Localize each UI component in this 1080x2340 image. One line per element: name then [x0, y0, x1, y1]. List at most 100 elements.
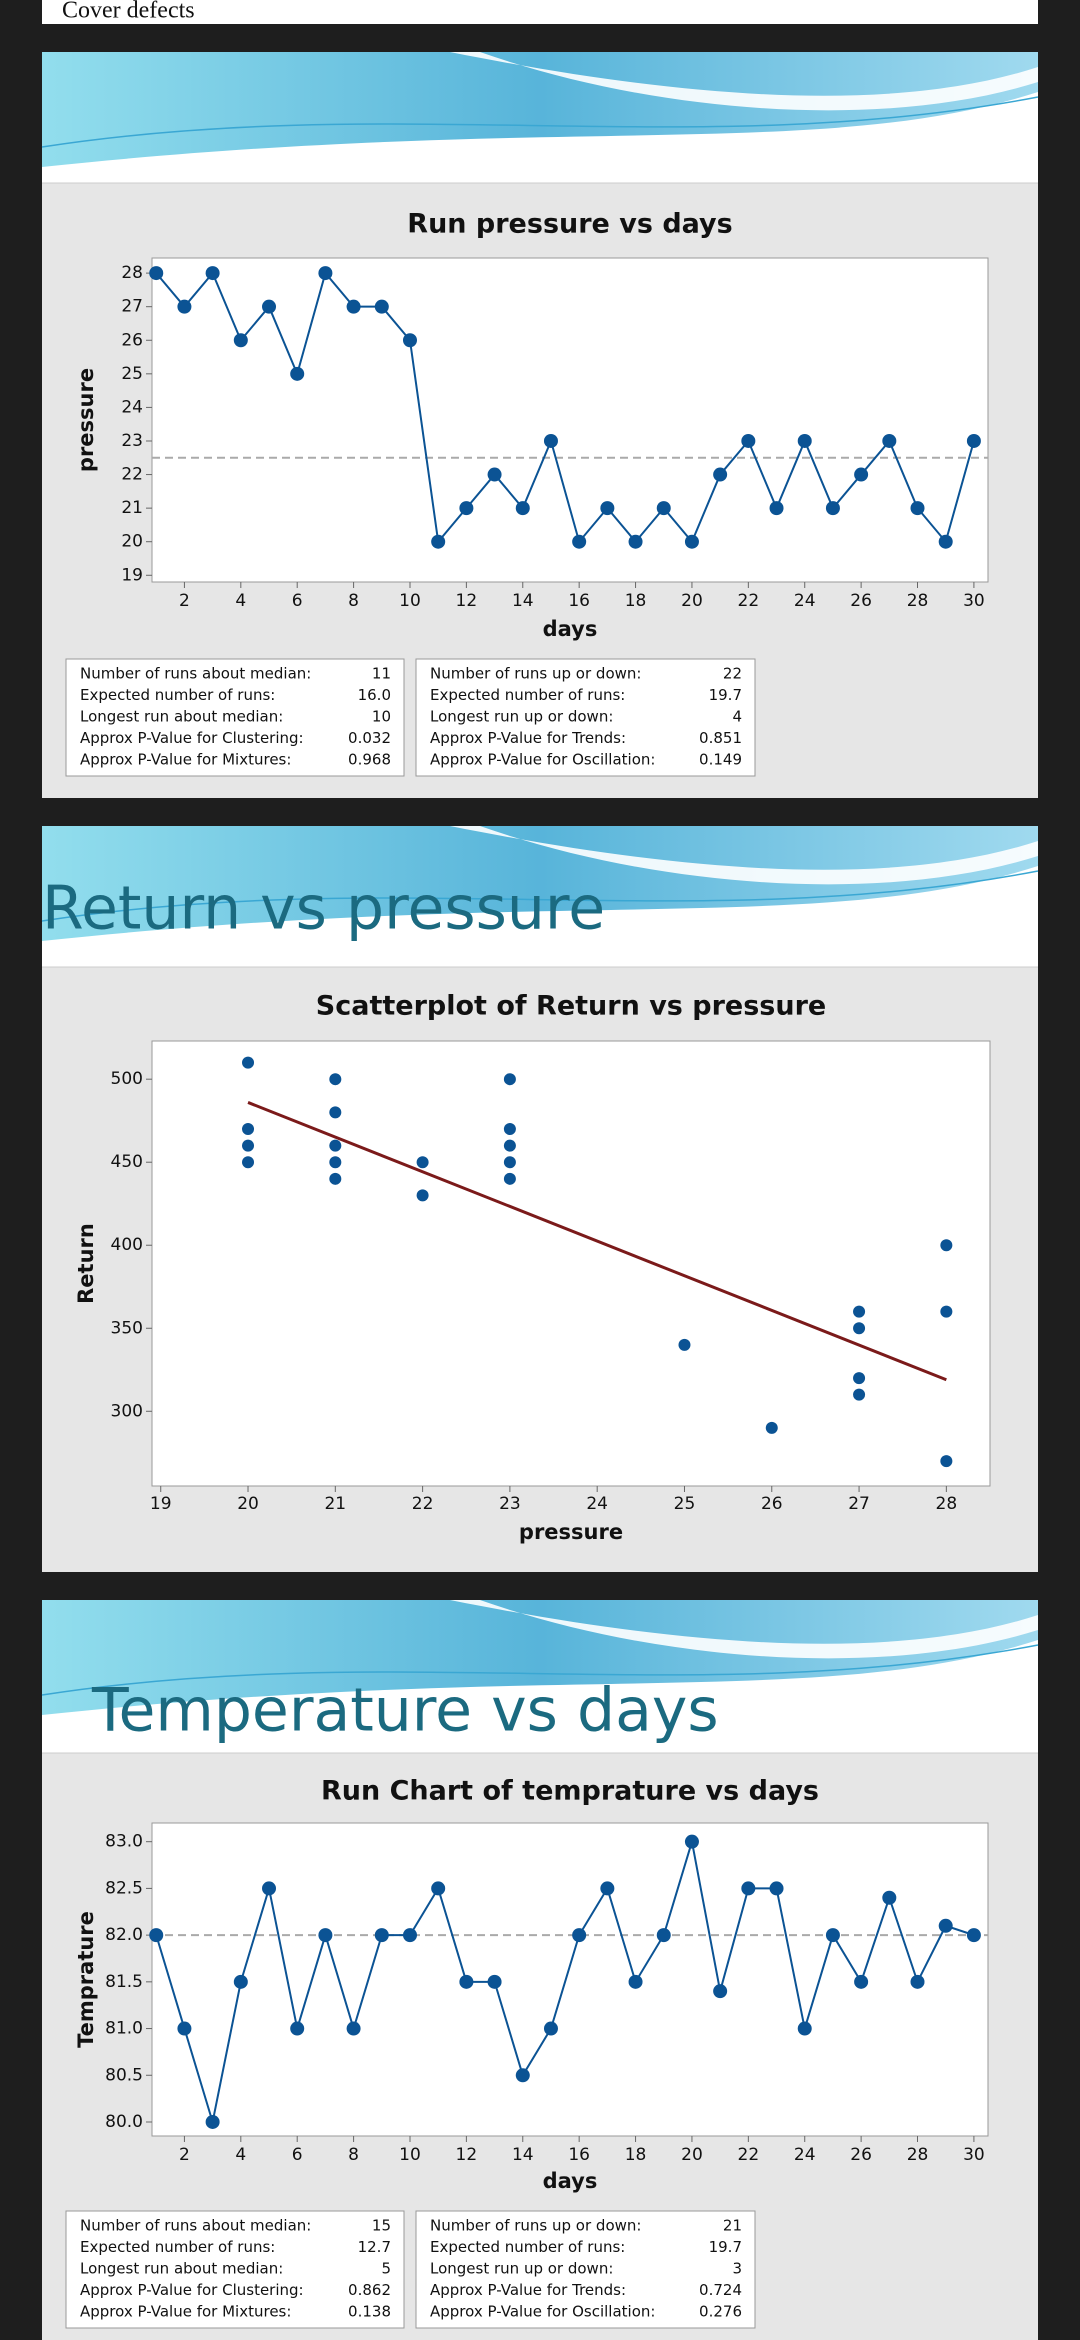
stat-value: 4: [732, 708, 742, 726]
x-tick-label: 28: [936, 1494, 958, 1514]
point: [374, 1928, 389, 1943]
y-tick-label: 82.5: [105, 1878, 143, 1898]
point: [713, 467, 728, 482]
x-tick-label: 22: [738, 591, 760, 611]
stat-label: Number of runs about median:: [80, 2217, 311, 2235]
point: [242, 1056, 255, 1069]
x-tick-label: 4: [235, 2145, 246, 2165]
point: [515, 501, 530, 516]
x-tick-label: 18: [625, 591, 647, 611]
x-tick-label: 24: [794, 591, 816, 611]
point: [938, 1918, 953, 1933]
point: [503, 1172, 516, 1185]
x-tick-label: 22: [412, 1494, 434, 1514]
point: [656, 1928, 671, 1943]
x-tick-label: 20: [237, 1494, 259, 1514]
point: [416, 1189, 429, 1202]
point: [825, 501, 840, 516]
x-tick-label: 19: [150, 1494, 172, 1514]
x-tick-label: 28: [907, 591, 929, 611]
x-tick-label: 14: [512, 2145, 534, 2165]
x-tick-label: 30: [963, 2145, 985, 2165]
point: [459, 501, 474, 516]
point: [374, 299, 389, 314]
point: [656, 501, 671, 516]
y-tick-label: 400: [111, 1235, 143, 1255]
x-tick-label: 6: [292, 591, 303, 611]
point: [329, 1073, 342, 1086]
banner-line: [41, 1644, 1039, 1696]
point: [503, 1156, 516, 1169]
stat-label: Approx P-Value for Mixtures:: [80, 751, 291, 769]
stats-box: [65, 658, 405, 777]
stat-value: 0.724: [699, 2281, 742, 2299]
y-tick-label: 81.5: [105, 1972, 143, 1992]
point: [329, 1172, 342, 1185]
y-tick-label: 500: [111, 1069, 143, 1089]
x-tick-label: 10: [399, 2145, 421, 2165]
point: [853, 1305, 866, 1318]
banner-swoosh: [42, 826, 1038, 941]
point: [402, 1928, 417, 1943]
point: [329, 1139, 342, 1152]
point: [741, 1881, 756, 1896]
y-tick-label: 28: [121, 263, 143, 283]
y-tick-label: 350: [111, 1318, 143, 1338]
stat-value: 0.149: [699, 751, 742, 769]
x-tick-label: 27: [848, 1494, 870, 1514]
point: [769, 501, 784, 516]
point: [242, 1139, 255, 1152]
point: [318, 266, 333, 281]
chart-title: Run Chart of temprature vs days: [321, 1776, 819, 1807]
x-tick-label: 20: [681, 591, 703, 611]
point: [628, 534, 643, 549]
point: [242, 1123, 255, 1136]
run-line: [155, 1841, 975, 2123]
banner-stripe: [450, 52, 1038, 111]
x-tick-label: 2: [179, 2145, 190, 2165]
x-axis-label: days: [543, 617, 598, 641]
y-tick-label: 80.5: [105, 2065, 143, 2085]
plot-area: [151, 257, 989, 583]
y-tick-label: 23: [121, 431, 143, 451]
stat-label: Approx P-Value for Trends:: [430, 2281, 626, 2299]
x-axis-label: days: [543, 2169, 598, 2193]
run-line: [155, 271, 975, 545]
point: [600, 1881, 615, 1896]
x-tick-label: 26: [850, 2145, 872, 2165]
stat-value: 16.0: [358, 686, 391, 704]
y-tick-label: 80.0: [105, 2112, 143, 2132]
point: [487, 467, 502, 482]
x-tick-label: 25: [674, 1494, 696, 1514]
stat-value: 0.862: [348, 2281, 391, 2299]
stat-label: Expected number of runs:: [430, 2238, 625, 2256]
stat-value: 11: [372, 665, 391, 683]
banner-line: [41, 870, 1039, 922]
x-tick-label: 16: [568, 2145, 590, 2165]
stat-label: Approx P-Value for Oscillation:: [430, 751, 655, 769]
stat-value: 10: [372, 708, 391, 726]
point: [797, 433, 812, 448]
point: [149, 266, 164, 281]
point: [503, 1139, 516, 1152]
point: [346, 2021, 361, 2036]
y-tick-label: 26: [121, 330, 143, 350]
stat-label: Expected number of runs:: [430, 686, 625, 704]
stat-label: Longest run about median:: [80, 2260, 283, 2278]
point: [205, 266, 220, 281]
x-tick-label: 12: [456, 591, 478, 611]
stat-value: 0.138: [348, 2303, 391, 2321]
stat-value: 5: [381, 2260, 391, 2278]
stat-value: 3: [732, 2260, 742, 2278]
x-tick-label: 12: [456, 2145, 478, 2165]
point: [416, 1156, 429, 1169]
point: [290, 366, 305, 381]
point: [684, 1834, 699, 1849]
point: [503, 1123, 516, 1136]
header-title: Cover defects: [62, 0, 195, 24]
point: [329, 1156, 342, 1169]
x-tick-label: 8: [348, 591, 359, 611]
slide-title: Temperature vs days: [91, 1676, 719, 1746]
stat-label: Longest run up or down:: [430, 2260, 613, 2278]
point: [966, 1928, 981, 1943]
